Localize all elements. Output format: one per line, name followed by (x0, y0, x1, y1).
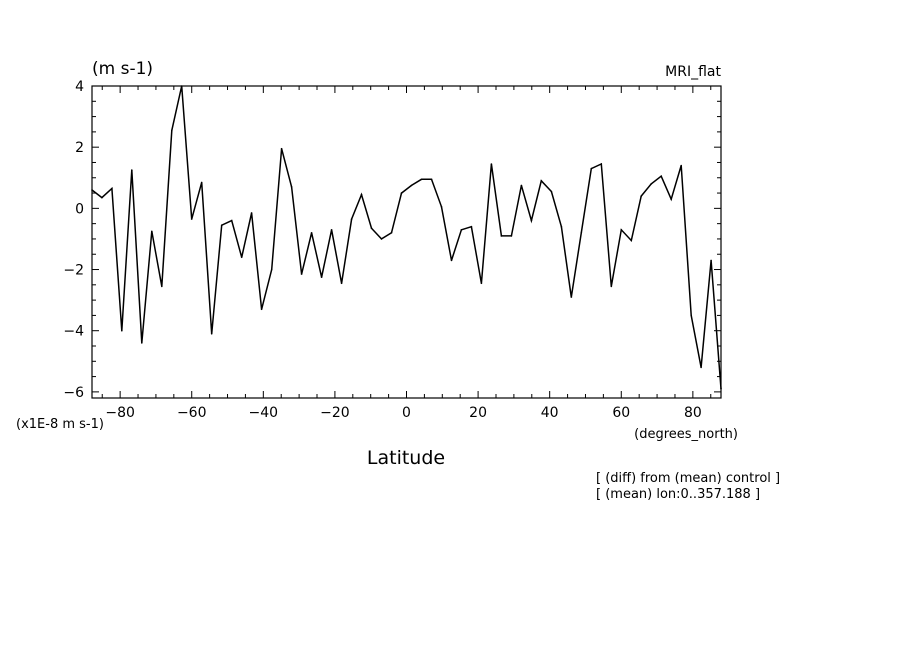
x-tick-label: −20 (320, 405, 350, 421)
data-point (560, 225, 563, 228)
data-point (340, 282, 343, 285)
data-point (430, 178, 433, 181)
data-point (640, 195, 642, 197)
data-point (390, 232, 393, 234)
annotation-mean: [ (mean) lon:0..357.188 ] (596, 487, 760, 502)
chart-marks (91, 85, 722, 390)
x-tick-label: −80 (105, 405, 135, 421)
data-point (690, 314, 692, 317)
data-point (630, 239, 633, 242)
y-unit-label: (m s-1) (92, 59, 153, 79)
data-point (440, 206, 443, 208)
data-point (300, 273, 303, 275)
data-point (200, 181, 203, 184)
data-point (590, 167, 593, 170)
data-point (360, 193, 363, 196)
axis-ticks (92, 85, 721, 398)
data-point (131, 169, 133, 171)
data-point (710, 259, 712, 262)
data-point (520, 184, 523, 187)
data-point (550, 190, 553, 193)
x-tick-label: −40 (249, 405, 279, 421)
data-point (500, 235, 503, 237)
data-point (660, 175, 662, 177)
data-point (700, 366, 702, 369)
y-tick-label: −6 (63, 385, 84, 401)
y-tick-label: 4 (75, 79, 84, 95)
data-point (141, 342, 143, 344)
data-point (380, 238, 383, 240)
data-point (280, 147, 283, 150)
data-point (111, 187, 113, 190)
data-point (240, 256, 243, 259)
data-point (161, 285, 163, 288)
x-tick-label: 40 (541, 405, 559, 421)
data-point (190, 218, 193, 220)
x-tick-label: 20 (469, 405, 487, 421)
data-point (420, 178, 423, 181)
data-point (350, 218, 353, 220)
y-tick-label: −4 (63, 324, 84, 340)
data-point (250, 212, 253, 214)
data-point (580, 232, 583, 234)
data-point (370, 227, 373, 229)
data-point (530, 219, 533, 222)
data-point (490, 163, 493, 165)
data-point (330, 229, 333, 231)
data-point (410, 184, 413, 187)
data-point (510, 235, 513, 237)
data-point (121, 329, 123, 332)
data-point (680, 164, 682, 167)
data-point (540, 180, 543, 182)
y-tick-label: −2 (63, 263, 84, 279)
x-axis-title: Latitude (367, 447, 445, 469)
plot-frame (91, 85, 722, 399)
data-point (320, 276, 323, 279)
data-point (610, 285, 613, 288)
y-scale-note: (x1E-8 m s-1) (16, 417, 104, 432)
y-tick-label: 0 (75, 201, 84, 217)
data-point (260, 308, 263, 311)
data-point (171, 129, 173, 132)
data-point (400, 192, 403, 194)
data-point (670, 198, 672, 200)
data-point (600, 163, 603, 165)
annotation-diff: [ (diff) from (mean) control ] (596, 471, 780, 486)
data-point (151, 230, 153, 233)
data-point (220, 224, 223, 226)
x-tick-label: 0 (402, 405, 411, 421)
data-point (470, 225, 473, 228)
data-point (480, 282, 483, 285)
x-tick-label: 80 (684, 405, 702, 421)
x-tick-label: 60 (612, 405, 630, 421)
series-line-0 (91, 85, 722, 389)
data-point (650, 183, 652, 185)
y-tick-label: 2 (75, 140, 84, 156)
data-point (460, 229, 463, 231)
data-point (290, 186, 293, 188)
data-point (620, 229, 623, 231)
data-point (310, 232, 313, 234)
data-point (450, 259, 453, 262)
model-label: MRI_flat (665, 64, 721, 80)
data-point (270, 268, 273, 271)
data-point (570, 296, 573, 298)
data-point (230, 219, 233, 222)
x-tick-label: −60 (177, 405, 207, 421)
x-unit-label: (degrees_north) (634, 427, 738, 442)
data-point (210, 333, 213, 335)
data-point (101, 196, 103, 199)
